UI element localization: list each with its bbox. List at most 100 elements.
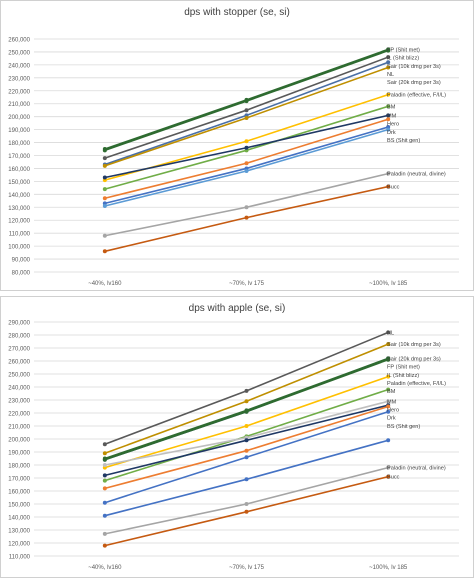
series-label: NL <box>387 330 394 336</box>
y-tick-label: 200,000 <box>8 115 30 121</box>
data-point <box>386 60 391 65</box>
data-point <box>244 205 249 210</box>
data-point <box>386 374 391 379</box>
series-label: NL <box>387 72 394 78</box>
data-point <box>244 399 249 404</box>
data-point <box>244 477 249 482</box>
y-tick-label: 120,000 <box>8 542 30 548</box>
data-point <box>244 169 249 174</box>
series-label: FP (Shit met) <box>387 365 420 371</box>
chart-title: dps with apple (se, si) <box>188 303 286 314</box>
data-point <box>102 175 107 180</box>
series-label: Sair (10k dmg per 3s) <box>387 64 441 70</box>
data-point <box>386 404 391 409</box>
series-label: Paladin (effective, F/I/L) <box>387 381 446 387</box>
y-tick-label: 100,000 <box>8 245 30 251</box>
y-tick-label: 270,000 <box>8 347 30 353</box>
data-point <box>244 409 249 414</box>
y-tick-label: 150,000 <box>8 180 30 186</box>
data-point <box>244 388 249 393</box>
series-label: Sair (20k dmg per 3s) <box>387 80 441 86</box>
data-point <box>386 55 391 60</box>
data-point <box>244 455 249 460</box>
x-tick-label: ~40%, lv160 <box>88 565 122 571</box>
data-point <box>386 127 391 132</box>
y-tick-label: 230,000 <box>8 76 30 82</box>
y-tick-label: 290,000 <box>8 321 30 327</box>
series-label: Paladin (neutral, divine) <box>387 172 446 178</box>
y-tick-label: 180,000 <box>8 464 30 470</box>
data-point <box>102 156 107 161</box>
series-label: BM <box>387 389 396 395</box>
y-tick-label: 260,000 <box>8 38 30 44</box>
data-point <box>386 409 391 414</box>
y-tick-label: 170,000 <box>8 154 30 160</box>
line-chart-apple: 110,000 120,000 130,000 140,000 150,000 160,0… <box>8 321 459 571</box>
data-point <box>102 187 107 192</box>
y-tick-label: 220,000 <box>8 412 30 418</box>
data-point <box>244 161 249 166</box>
chart-panel-stopper: dps with stopper (se, si) 80,000 90,000 10… <box>0 0 474 291</box>
series-label: Bucc <box>387 475 400 481</box>
data-point <box>244 509 249 514</box>
data-point <box>102 543 107 548</box>
y-tick-label: 240,000 <box>8 386 30 392</box>
y-tick-label: 210,000 <box>8 102 30 108</box>
y-tick-label: 190,000 <box>8 128 30 134</box>
data-point <box>244 424 249 428</box>
data-point <box>386 184 391 189</box>
data-point <box>386 357 391 362</box>
y-tick-label: 190,000 <box>8 451 30 457</box>
series-line <box>104 118 389 199</box>
series-label: IL (Shit blizz) <box>387 56 419 62</box>
data-point <box>386 387 391 392</box>
series-label: BS (Shit gen) <box>387 138 420 144</box>
y-tick-label: 220,000 <box>8 89 30 95</box>
data-point <box>386 438 391 443</box>
y-tick-label: 140,000 <box>8 193 30 199</box>
y-tick-label: 80,000 <box>12 271 31 277</box>
chart-panel-apple: dps with apple (se, si) 110,000 120,000 13… <box>0 296 474 578</box>
data-point <box>386 399 391 404</box>
y-tick-label: 260,000 <box>8 360 30 366</box>
y-tick-label: 250,000 <box>8 373 30 379</box>
series-label: Drk <box>387 416 396 422</box>
data-point <box>386 342 391 347</box>
series-label: IL (Shit blizz) <box>387 373 419 379</box>
x-tick-label: ~100%, lv 185 <box>369 565 408 571</box>
y-tick-label: 110,000 <box>9 555 31 561</box>
y-tick-label: 130,000 <box>8 529 30 535</box>
data-point <box>244 108 249 113</box>
y-tick-label: 250,000 <box>8 50 30 56</box>
data-point <box>386 48 391 53</box>
line-chart-stopper: 80,000 90,000 100,000 110,000 120,000 130,000… <box>8 38 459 287</box>
series-label: Drk <box>387 130 396 136</box>
data-point <box>102 163 107 168</box>
data-point <box>102 486 107 491</box>
series-label: MM <box>387 113 397 119</box>
data-point <box>102 463 107 467</box>
x-tick-label: ~70%, lv 175 <box>229 281 265 287</box>
series-label: BS (Shit gen) <box>387 424 420 430</box>
data-point <box>386 465 391 470</box>
data-point <box>102 500 107 505</box>
data-point <box>102 148 107 153</box>
series-label: Hero <box>387 122 399 128</box>
data-point <box>102 451 107 456</box>
data-point <box>244 438 249 443</box>
data-point <box>244 448 249 453</box>
data-point <box>244 215 249 220</box>
data-point <box>102 196 107 201</box>
y-tick-label: 90,000 <box>12 258 31 264</box>
y-tick-label: 150,000 <box>8 503 30 509</box>
x-tick-label: ~40%, lv160 <box>88 281 122 287</box>
data-point <box>102 442 107 447</box>
x-tick-label: ~70%, lv 175 <box>229 565 265 571</box>
y-tick-label: 170,000 <box>8 477 30 483</box>
y-tick-label: 140,000 <box>8 516 30 522</box>
series-label: Sair (20k dmg per 3s) <box>387 356 441 362</box>
data-point <box>102 457 107 462</box>
data-point <box>102 531 107 536</box>
y-tick-label: 180,000 <box>8 141 30 147</box>
data-point <box>244 99 249 104</box>
